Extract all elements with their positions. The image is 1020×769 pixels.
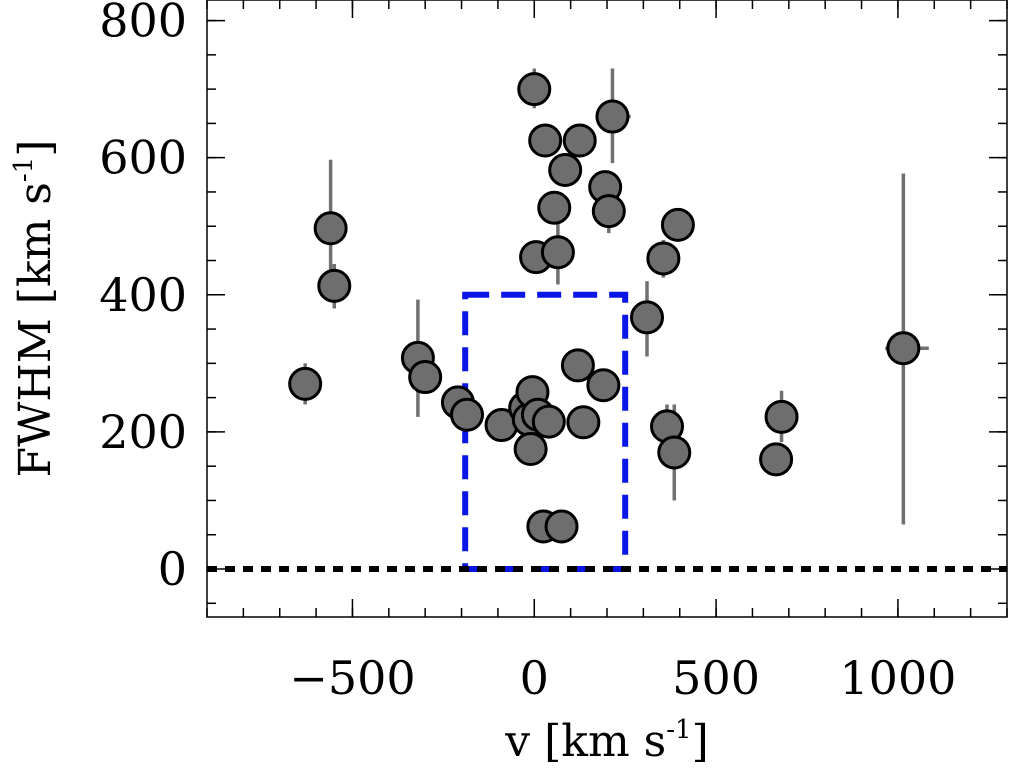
data-point [450,397,484,432]
data-point [759,442,794,477]
data-point [646,241,681,276]
x-tick-label: 1000 [839,651,956,705]
data-point [544,509,579,544]
data-point [408,360,443,395]
plot-frame [206,0,1008,618]
selection-box [462,291,629,573]
data-point [317,268,352,303]
data-point [517,72,552,107]
y-tick-label: 0 [158,542,187,596]
y-tick-label: 400 [99,268,187,322]
data-point [586,368,621,403]
data-point [540,235,575,270]
y-tick-label: 600 [99,131,187,185]
selection-region [207,291,1007,573]
data-point [657,435,692,470]
y-tick-label: 200 [99,405,187,459]
data-point [595,99,630,134]
data-point [288,366,323,401]
data-point [528,123,563,158]
data-point [764,399,799,434]
x-tick-label: 500 [672,651,760,705]
data-point [591,194,626,229]
data-point [562,123,597,158]
data-point [886,331,921,366]
tick-labels: −500 0 500 1000 0 200 400 600 800 [99,0,956,705]
y-axis-label: FWHM [km s-1] [9,140,61,478]
data-point [566,405,601,440]
data-point [560,348,595,383]
x-axis-label: v [km s-1] [504,715,708,767]
x-tick-label: −500 [289,651,415,705]
data-point [660,207,695,242]
data-point [537,190,572,225]
x-tick-label: 0 [520,651,549,705]
data-point [630,300,664,335]
data-point [513,432,548,467]
data-point [531,404,566,439]
axis-ticks [206,0,1008,617]
data-point [313,211,348,246]
y-tick-label: 800 [99,0,187,48]
data-point [548,153,583,188]
data-points [288,72,921,544]
